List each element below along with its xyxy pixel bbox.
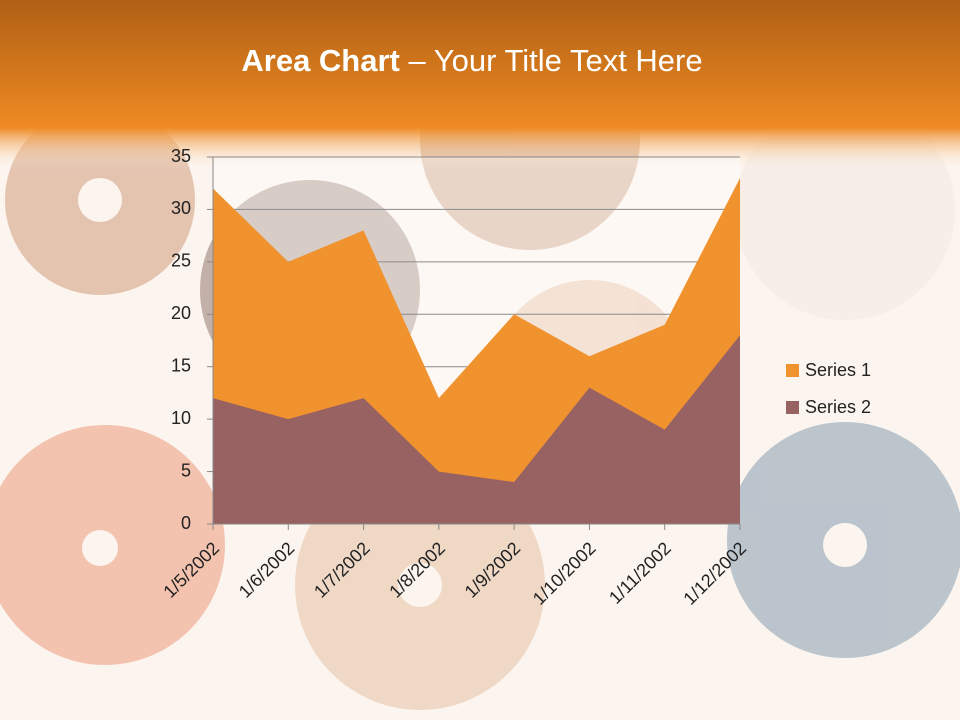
area: [213, 335, 740, 524]
header-band: [0, 0, 960, 170]
slide-title: Area Chart – Your Title Text Here: [241, 43, 702, 78]
y-tick-label: 20: [171, 303, 191, 323]
title-bold: Area Chart: [241, 43, 400, 78]
y-tick-label: 10: [171, 408, 191, 428]
y-tick-label: 0: [181, 513, 191, 533]
legend-label: Series 2: [805, 397, 871, 417]
y-tick-label: 30: [171, 198, 191, 218]
y-tick-label: 25: [171, 251, 191, 271]
legend-swatch: [786, 364, 799, 377]
y-tick-label: 15: [171, 355, 191, 375]
legend-swatch: [786, 401, 799, 414]
legend-label: Series 1: [805, 360, 871, 380]
title-rest: – Your Title Text Here: [409, 43, 703, 78]
y-tick-label: 35: [171, 146, 191, 166]
y-tick-label: 5: [181, 460, 191, 480]
